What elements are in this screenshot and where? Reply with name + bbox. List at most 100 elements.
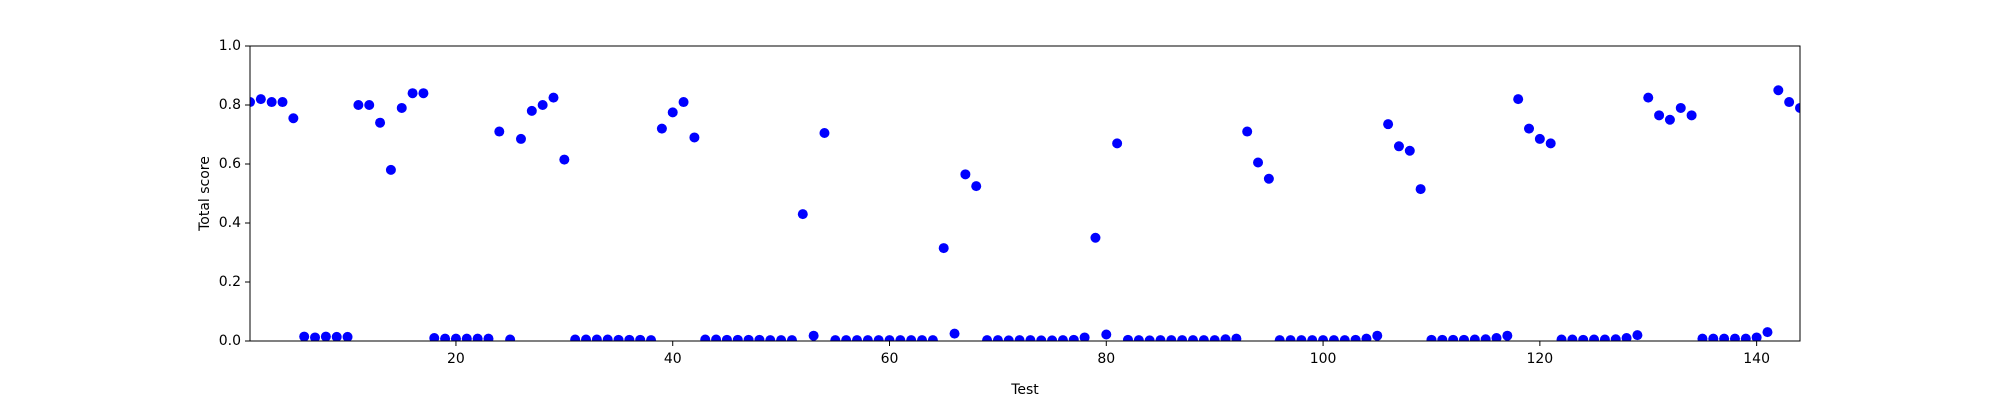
y-tick-label: 1.0	[219, 38, 241, 54]
point	[635, 334, 646, 341]
point	[1101, 329, 1112, 340]
point	[646, 335, 657, 341]
point	[1166, 335, 1177, 341]
point	[1242, 126, 1253, 137]
point	[1556, 334, 1567, 341]
point	[1068, 334, 1079, 341]
point	[1784, 97, 1795, 108]
point	[353, 100, 364, 110]
point	[895, 335, 906, 341]
point	[678, 97, 689, 108]
point	[1036, 335, 1047, 341]
point	[483, 333, 494, 341]
point	[450, 333, 461, 341]
plot-frame	[249, 45, 1801, 342]
point	[1675, 102, 1686, 113]
point	[1751, 332, 1762, 341]
point	[1599, 334, 1610, 341]
point	[1795, 102, 1800, 113]
point	[1513, 94, 1524, 105]
point	[938, 243, 949, 254]
point	[884, 335, 895, 341]
point	[288, 113, 299, 124]
point	[1719, 333, 1730, 341]
point	[1155, 335, 1166, 341]
y-tick-label: 0.0	[219, 333, 241, 349]
point	[570, 334, 581, 341]
point	[342, 331, 353, 341]
point	[331, 331, 342, 341]
y-tick-label: 0.8	[219, 97, 241, 113]
point	[851, 335, 862, 341]
point	[721, 334, 732, 341]
point	[1458, 334, 1469, 341]
y-tick-label: 0.6	[219, 156, 241, 172]
point	[385, 164, 396, 175]
point	[960, 169, 971, 180]
point	[1296, 335, 1307, 341]
x-tick-label: 80	[1097, 351, 1115, 367]
point	[591, 334, 602, 341]
point	[927, 335, 938, 341]
point	[667, 107, 678, 118]
point	[862, 335, 873, 341]
point	[526, 105, 537, 116]
point	[1534, 133, 1545, 144]
point	[1426, 334, 1437, 341]
point	[906, 335, 917, 341]
point	[1025, 335, 1036, 341]
point	[841, 335, 852, 341]
points	[250, 85, 1800, 341]
point	[624, 334, 635, 341]
point	[1415, 184, 1426, 195]
point	[1318, 335, 1329, 341]
point	[819, 128, 830, 139]
point	[1307, 335, 1318, 341]
point	[537, 100, 548, 110]
point	[1589, 334, 1600, 341]
point	[1480, 334, 1491, 341]
point	[1198, 335, 1209, 341]
point	[581, 334, 592, 341]
x-tick-label: 40	[664, 351, 682, 367]
point	[418, 88, 429, 99]
point	[1090, 232, 1101, 243]
point	[505, 334, 516, 341]
point	[1014, 335, 1025, 341]
point	[1762, 327, 1773, 338]
point	[1328, 335, 1339, 341]
point	[971, 181, 982, 192]
point	[364, 100, 375, 110]
point	[754, 334, 765, 341]
point	[700, 334, 711, 341]
point	[917, 335, 928, 341]
point	[375, 117, 386, 128]
x-tick-label: 140	[1743, 351, 1770, 367]
y-axis-label: Total score	[197, 156, 213, 232]
point	[1740, 333, 1751, 341]
point	[711, 334, 722, 341]
point	[461, 333, 472, 341]
point	[1220, 334, 1231, 341]
point	[1393, 141, 1404, 152]
point	[982, 335, 993, 341]
point	[1448, 334, 1459, 341]
point	[429, 333, 440, 341]
point	[808, 330, 819, 341]
point	[1524, 123, 1535, 134]
point	[1697, 333, 1708, 341]
point	[1491, 333, 1502, 341]
point	[1285, 335, 1296, 341]
point	[266, 97, 277, 108]
point	[613, 334, 624, 341]
point	[1578, 334, 1589, 341]
point	[472, 333, 483, 341]
point	[1437, 334, 1448, 341]
point	[1643, 92, 1654, 103]
point	[515, 133, 526, 144]
x-tick-label: 100	[1310, 351, 1337, 367]
point	[1404, 145, 1415, 156]
point	[765, 335, 776, 341]
